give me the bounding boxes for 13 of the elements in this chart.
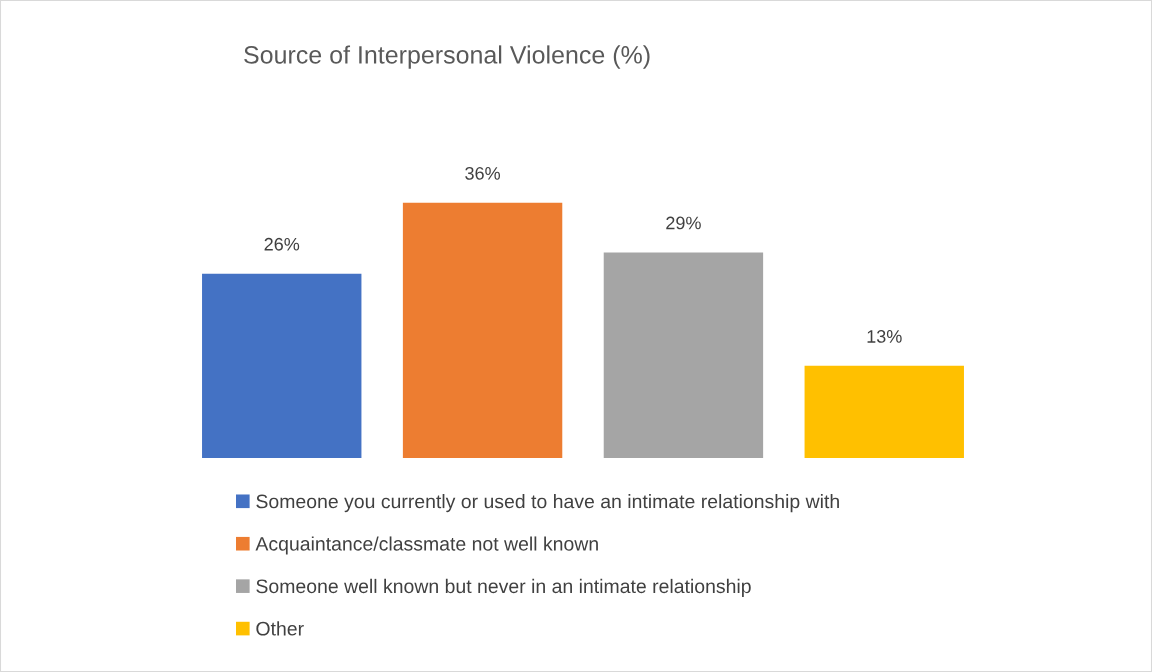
data-label: 29% [666,216,701,230]
data-label: 13% [867,330,902,343]
bar [402,202,563,458]
chart-title: Source of Interpersonal Violence (%) [244,45,650,69]
bar [603,252,764,458]
bar [202,273,362,458]
data-label: 36% [465,166,501,180]
legend-label: Acquaintance/classmate not well known [255,536,598,555]
legend-label: Other [256,621,304,636]
bar [804,365,964,458]
legend-label: Someone well known but never in an intimate relationship [256,578,751,597]
data-label: 26% [264,237,300,251]
legend-label: Someone you currently or used to have an intimate relationship with [256,494,839,513]
